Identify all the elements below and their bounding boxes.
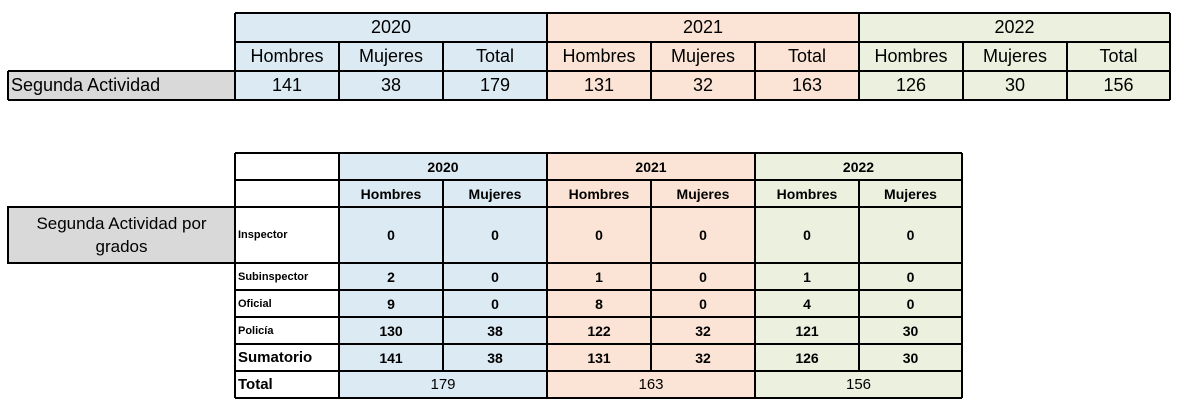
table-cell: 0 xyxy=(491,268,499,285)
table-cell: 0 xyxy=(699,227,707,243)
year-2021-block xyxy=(547,13,859,100)
column-header: Hombres xyxy=(250,46,324,66)
table-cell: 38 xyxy=(487,349,503,366)
row-label-background xyxy=(8,71,235,100)
table-cell: 131 xyxy=(587,349,611,366)
table-cell: 8 xyxy=(595,295,603,312)
column-header: Mujeres xyxy=(982,46,1048,66)
column-header: Hombres xyxy=(562,46,636,66)
total-label: Total xyxy=(238,376,273,393)
row-label: Subinspector xyxy=(238,270,309,283)
table-cell: 179 xyxy=(479,75,511,95)
year-2020-block xyxy=(235,13,547,100)
table-cell: 1 xyxy=(803,268,811,285)
table-cell: 0 xyxy=(906,268,915,285)
table-cell: 9 xyxy=(387,295,395,312)
table-cell: 0 xyxy=(491,295,499,312)
column-header: Hombres xyxy=(776,185,838,202)
table-cell: 0 xyxy=(699,268,707,285)
side-label: Segunda Actividad por grados xyxy=(36,214,207,256)
table-cell: 1 xyxy=(595,268,603,285)
year-header: 2022 xyxy=(994,17,1035,37)
year-header: 2021 xyxy=(635,158,667,175)
column-header: Mujeres xyxy=(884,185,937,202)
table-cell: 0 xyxy=(699,295,707,312)
year-header: 2021 xyxy=(682,17,724,37)
total-cell: 156 xyxy=(845,376,872,393)
year-header: 2020 xyxy=(370,17,412,37)
column-header: Total xyxy=(1099,46,1138,66)
table-cell: 0 xyxy=(803,227,811,243)
table-cell: 141 xyxy=(271,75,303,95)
row-label: Inspector xyxy=(238,229,288,241)
row-label: Sumatorio xyxy=(238,349,313,366)
column-header: Hombres xyxy=(874,46,948,66)
table-cell: 38 xyxy=(380,75,402,95)
table-cell: 163 xyxy=(791,75,823,95)
year-header: 2022 xyxy=(842,158,875,175)
table-cell: 30 xyxy=(902,349,919,366)
side-label-background xyxy=(8,207,235,263)
row-label: Segunda Actividad xyxy=(11,75,161,95)
table-cell: 32 xyxy=(692,75,714,95)
column-header: Hombres xyxy=(360,185,422,202)
table-cell: 0 xyxy=(387,227,395,243)
table-cell: 32 xyxy=(695,322,711,339)
table-cell: 0 xyxy=(906,227,915,243)
table-cell: 0 xyxy=(595,227,603,243)
table-cell: 130 xyxy=(379,322,403,339)
table-cell: 30 xyxy=(1004,75,1026,95)
column-header: Total xyxy=(787,46,827,66)
column-header: Mujeres xyxy=(670,46,736,66)
table-cell: 2 xyxy=(387,268,395,285)
column-header: Mujeres xyxy=(358,46,424,66)
table-cell: 131 xyxy=(583,75,615,95)
column-header: Mujeres xyxy=(468,185,522,202)
year-header: 2020 xyxy=(427,158,459,175)
table-cell: 30 xyxy=(902,322,919,339)
row-label: Oficial xyxy=(238,297,272,310)
table-cell: 0 xyxy=(906,295,915,312)
total-cell: 179 xyxy=(430,376,456,393)
table-cell: 4 xyxy=(803,295,811,312)
column-header: Mujeres xyxy=(676,185,730,202)
table-cell: 126 xyxy=(795,349,819,366)
column-header: Total xyxy=(475,46,515,66)
table-cell: 38 xyxy=(487,322,503,339)
table-cell: 122 xyxy=(587,322,611,339)
table-cell: 126 xyxy=(895,75,927,95)
column-header: Hombres xyxy=(568,185,630,202)
table-cell: 156 xyxy=(1103,75,1134,95)
year-2022-block xyxy=(859,13,1170,100)
total-cell: 163 xyxy=(638,376,664,393)
table-cell: 32 xyxy=(695,349,711,366)
table-cell: 0 xyxy=(491,227,499,243)
table-cell: 121 xyxy=(795,322,819,339)
table-cell: 141 xyxy=(379,349,403,366)
row-label: Policía xyxy=(238,324,274,337)
